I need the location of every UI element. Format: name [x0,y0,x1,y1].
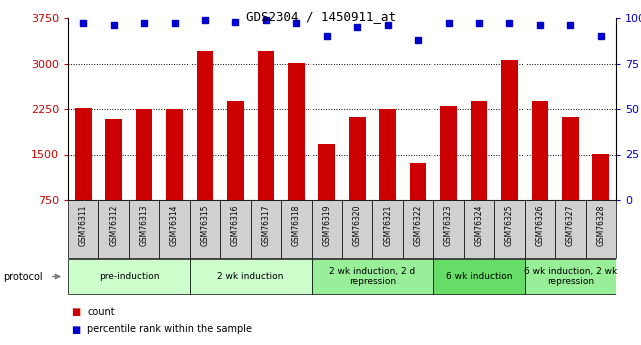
Bar [190,259,312,294]
Bar [440,106,457,200]
Text: GSM76311: GSM76311 [79,205,88,246]
Bar [433,200,464,258]
Bar [586,200,616,258]
Bar [251,200,281,258]
Bar [312,259,433,294]
Text: GSM76313: GSM76313 [140,205,149,246]
Bar [470,101,487,200]
Bar [190,200,221,258]
Bar [433,259,525,294]
Bar [288,63,304,200]
Text: GSM76325: GSM76325 [505,205,514,246]
Bar [129,200,160,258]
Bar [136,109,153,200]
Bar [562,117,579,200]
Text: pre-induction: pre-induction [99,272,159,281]
Bar [379,109,396,200]
Text: GSM76317: GSM76317 [262,205,271,246]
Bar [68,200,99,258]
Text: count: count [87,307,115,317]
Bar [68,259,190,294]
Bar [494,200,525,258]
Bar [75,108,92,200]
Bar [349,117,365,200]
Text: ■: ■ [71,307,81,317]
Text: protocol: protocol [3,272,43,282]
Bar [403,200,433,258]
Bar [105,119,122,200]
Text: GSM76316: GSM76316 [231,205,240,246]
Bar [531,100,548,200]
Text: ■: ■ [71,325,81,335]
Bar [555,200,586,258]
Text: 2 wk induction: 2 wk induction [217,272,284,281]
Bar [227,101,244,200]
Text: 6 wk induction, 2 wk
repression: 6 wk induction, 2 wk repression [524,267,617,286]
Bar [312,200,342,258]
Text: 6 wk induction: 6 wk induction [445,272,512,281]
Bar [319,144,335,200]
Text: GSM76328: GSM76328 [596,205,605,246]
Text: GSM76322: GSM76322 [413,205,422,246]
Text: GSM76315: GSM76315 [201,205,210,246]
Text: GSM76327: GSM76327 [566,205,575,246]
Bar [592,154,609,200]
Bar [525,259,616,294]
Bar [342,200,372,258]
Bar [258,51,274,200]
Bar [221,200,251,258]
Bar [197,51,213,200]
Bar [281,200,312,258]
Text: GSM76324: GSM76324 [474,205,483,246]
Bar [501,60,518,200]
Text: GSM76312: GSM76312 [109,205,118,246]
Text: GSM76314: GSM76314 [170,205,179,246]
Text: GSM76323: GSM76323 [444,205,453,246]
Bar [99,200,129,258]
Text: GSM76318: GSM76318 [292,205,301,246]
Text: GSM76326: GSM76326 [535,205,544,246]
Bar [160,200,190,258]
Text: GSM76319: GSM76319 [322,205,331,246]
Bar [525,200,555,258]
Text: 2 wk induction, 2 d
repression: 2 wk induction, 2 d repression [329,267,415,286]
Bar [410,163,426,200]
Text: GSM76321: GSM76321 [383,205,392,246]
Text: GSM76320: GSM76320 [353,205,362,246]
Bar [166,109,183,200]
Text: percentile rank within the sample: percentile rank within the sample [87,325,252,335]
Bar [372,200,403,258]
Text: GDS2304 / 1450911_at: GDS2304 / 1450911_at [246,10,395,23]
Bar [464,200,494,258]
